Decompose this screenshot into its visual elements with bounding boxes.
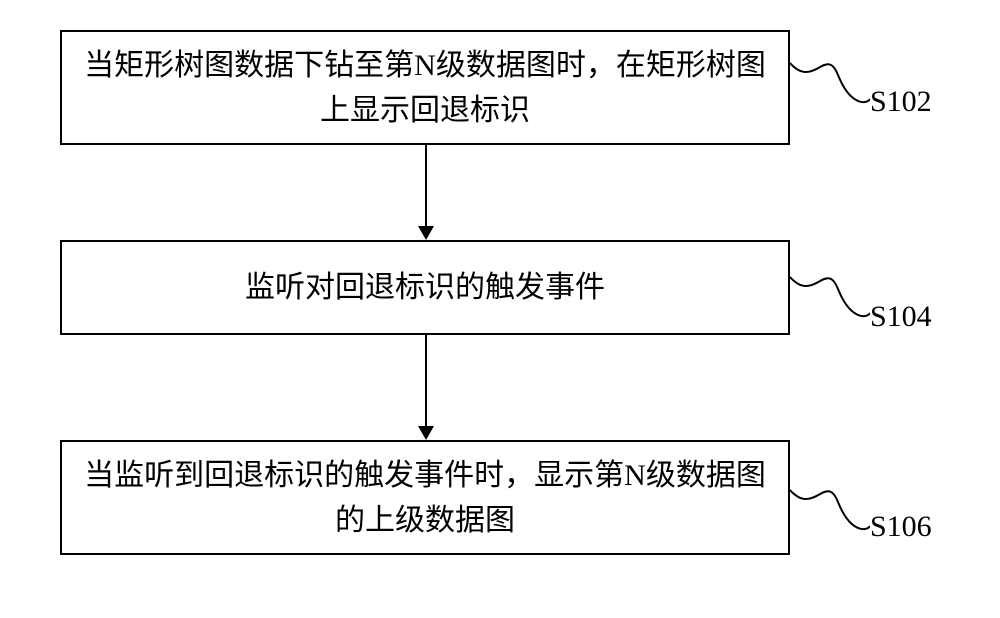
arrow-head-icon — [418, 426, 434, 440]
connector-curve — [790, 262, 870, 322]
arrow-head-icon — [418, 226, 434, 240]
flow-node-text: 当监听到回退标识的触发事件时，显示第N级数据图的上级数据图 — [82, 453, 768, 543]
step-label-l3: S106 — [870, 510, 932, 544]
connector-curve — [790, 475, 870, 535]
flowchart-canvas: 当矩形树图数据下钻至第N级数据图时，在矩形树图上显示回退标识监听对回退标识的触发… — [0, 0, 1000, 618]
flow-node-n1: 当矩形树图数据下钻至第N级数据图时，在矩形树图上显示回退标识 — [60, 30, 790, 145]
flow-node-n3: 当监听到回退标识的触发事件时，显示第N级数据图的上级数据图 — [60, 440, 790, 555]
flow-node-text: 监听对回退标识的触发事件 — [245, 265, 605, 310]
arrow-line — [425, 335, 427, 426]
step-label-l1: S102 — [870, 85, 932, 119]
step-label-l2: S104 — [870, 300, 932, 334]
flow-node-text: 当矩形树图数据下钻至第N级数据图时，在矩形树图上显示回退标识 — [82, 43, 768, 133]
flow-node-n2: 监听对回退标识的触发事件 — [60, 240, 790, 335]
arrow-line — [425, 145, 427, 226]
connector-curve — [790, 48, 870, 108]
